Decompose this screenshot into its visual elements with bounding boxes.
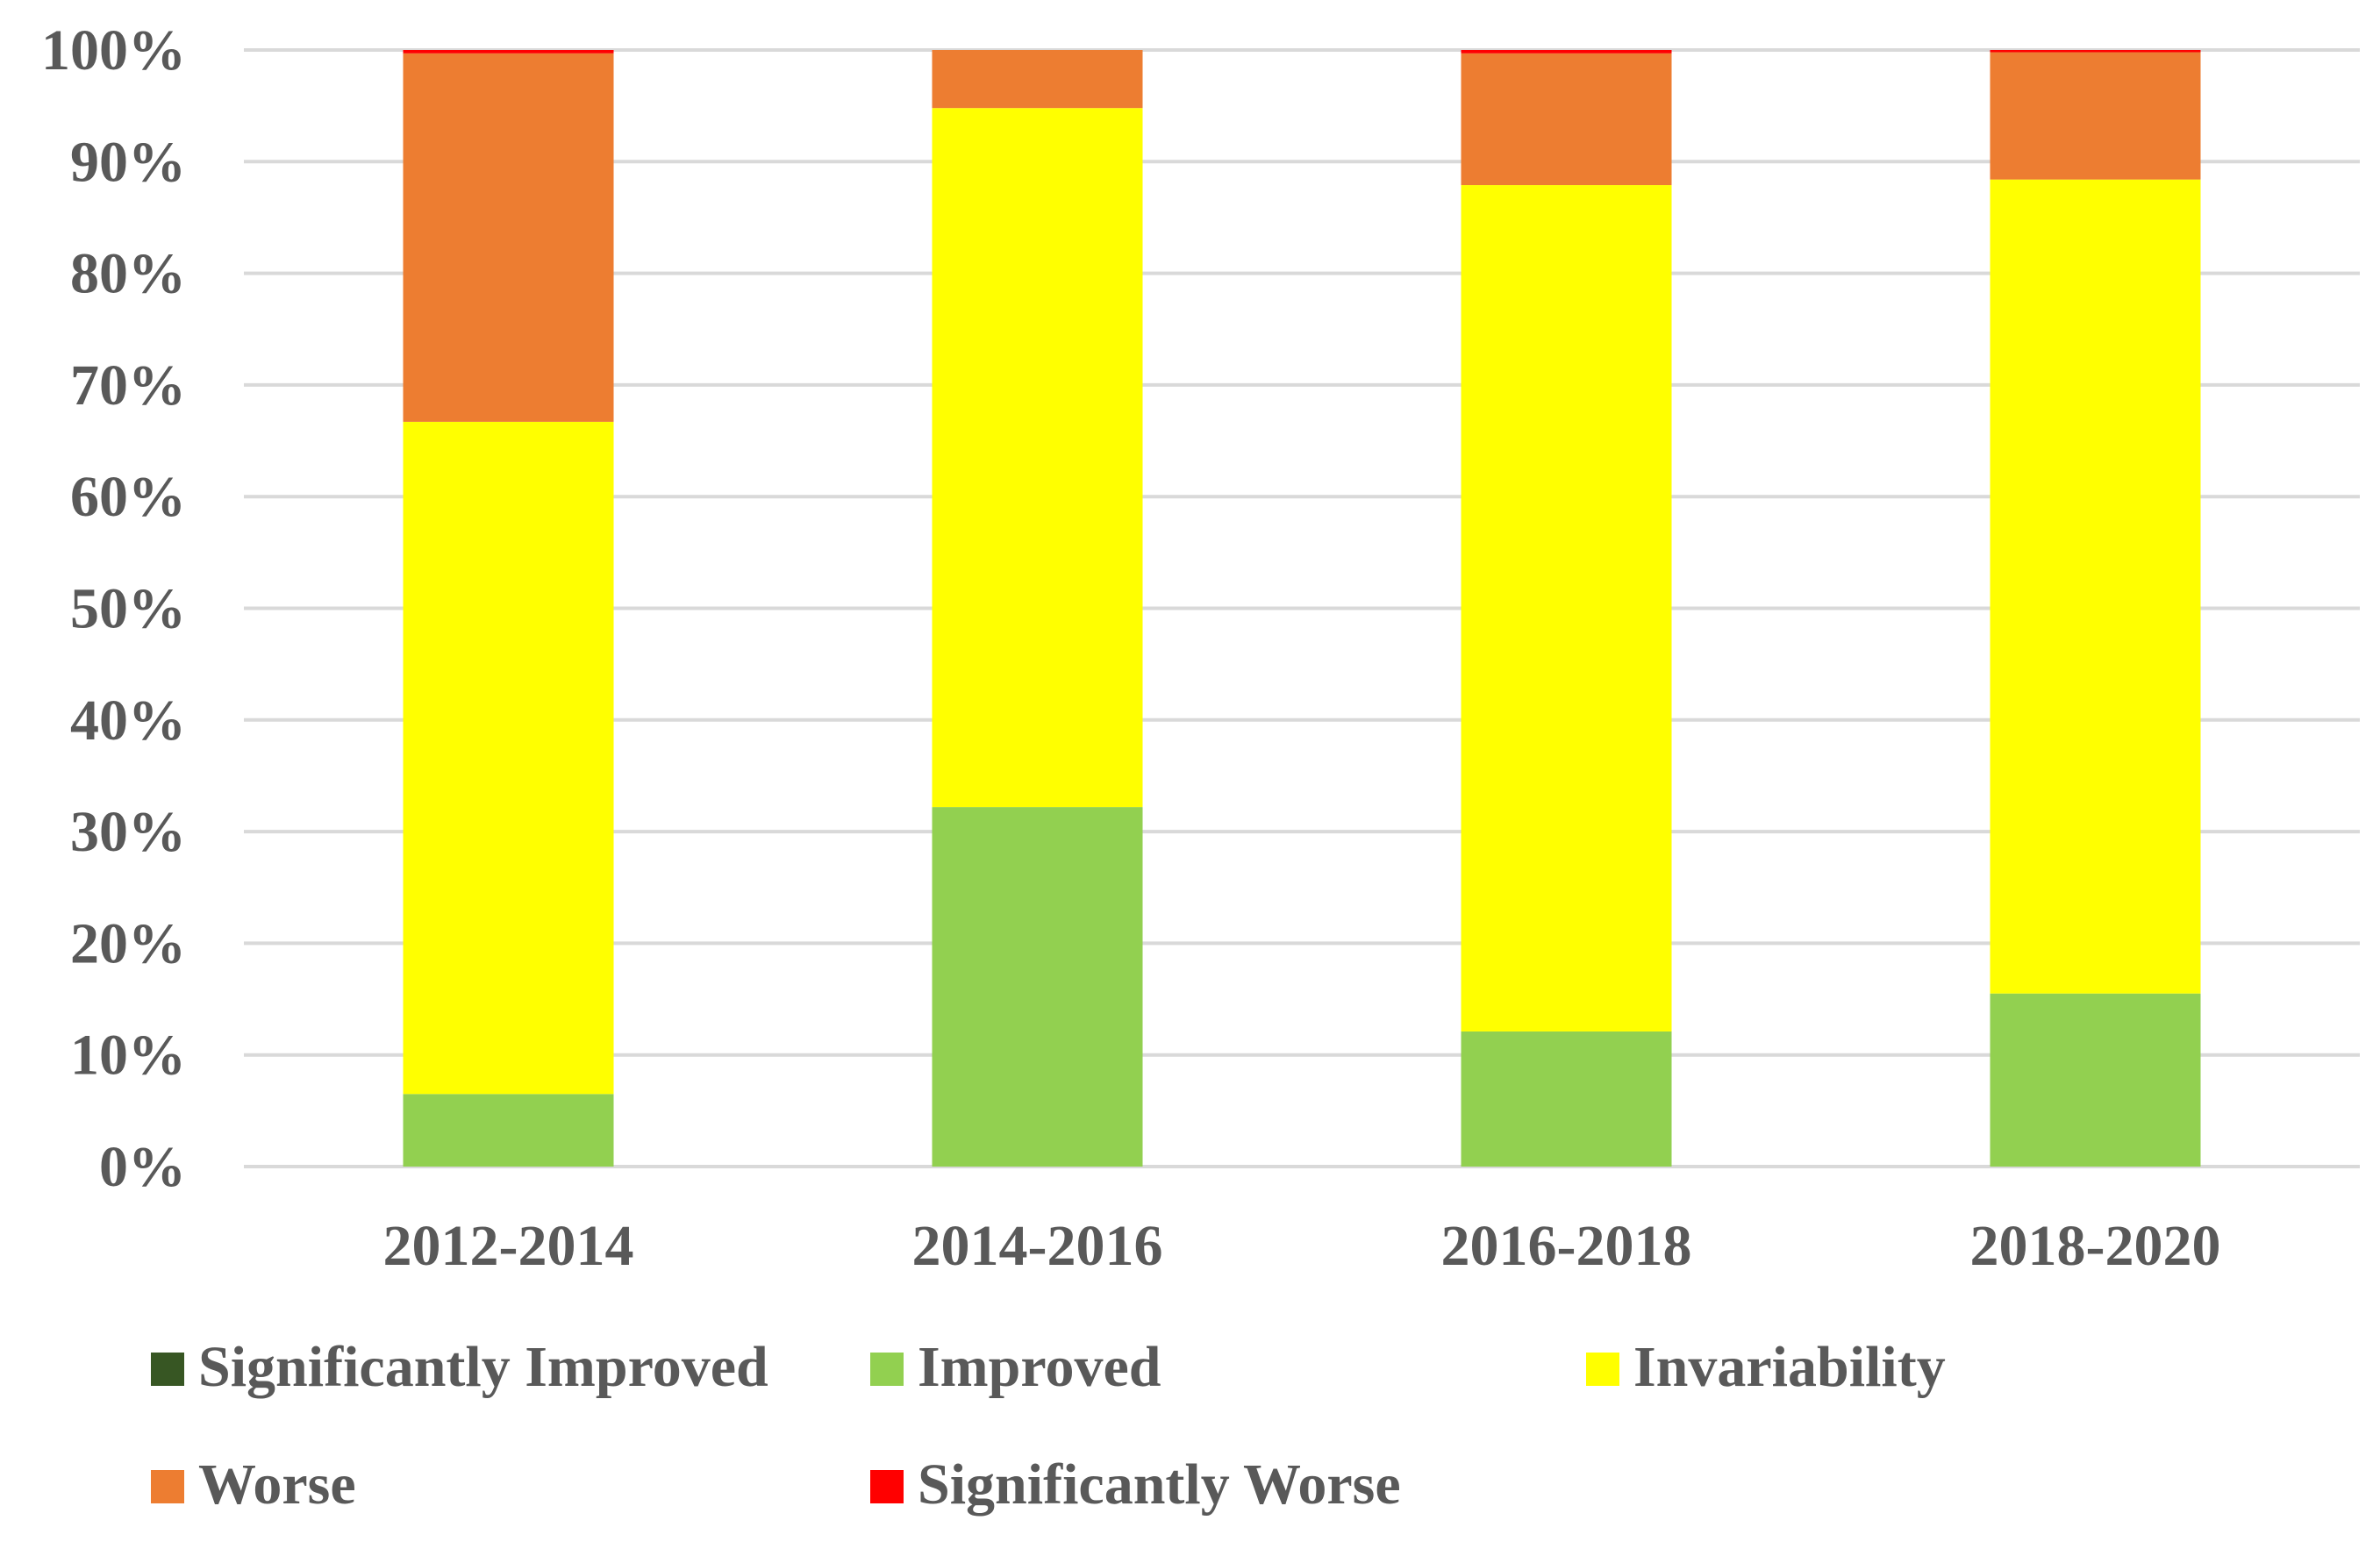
- legend-item-improved: Improved: [870, 1335, 1161, 1399]
- y-tick-label: 40%: [70, 689, 186, 753]
- legend-swatch: [870, 1470, 904, 1503]
- x-tick-label: 2014-2016: [912, 1214, 1163, 1278]
- y-tick-label: 30%: [70, 800, 186, 864]
- bar-segment-invariability: [1990, 179, 2201, 994]
- bar-segment-invariability: [403, 421, 614, 1095]
- legend-item-invariability: Invariability: [1586, 1335, 1946, 1399]
- legend-label: Worse: [198, 1453, 356, 1517]
- bar-segment-worse: [1461, 53, 1672, 186]
- bar-segment-worse: [1990, 52, 2201, 180]
- bar-segment-worse: [403, 53, 614, 422]
- legend-label: Improved: [918, 1335, 1161, 1399]
- legend-swatch: [151, 1470, 184, 1503]
- y-tick-label: 100%: [41, 18, 186, 82]
- bar-segment-improved: [1461, 1031, 1672, 1167]
- bar-segment-improved: [1990, 993, 2201, 1167]
- y-tick-label: 0%: [99, 1135, 186, 1199]
- legend-label: Significantly Improved: [198, 1335, 768, 1399]
- y-tick-label: 20%: [70, 911, 186, 975]
- x-tick-label: 2016-2018: [1441, 1214, 1692, 1278]
- bar-segment-worse: [932, 50, 1143, 109]
- bar-segment-improved: [403, 1094, 614, 1167]
- bar-segment-significantly-worse: [1990, 50, 2201, 53]
- bar-segment-improved: [932, 807, 1143, 1167]
- legend-swatch: [1586, 1353, 1619, 1386]
- bar-segment-significantly-worse: [403, 50, 614, 54]
- y-tick-label: 60%: [70, 465, 186, 529]
- x-tick-label: 2012-2014: [383, 1214, 634, 1278]
- legend-label: Invariability: [1633, 1335, 1946, 1399]
- y-axis-ticks: 0% 10% 20% 30% 40% 50% 60% 70% 80% 90% 100%: [41, 18, 186, 1199]
- bar-segment-invariability: [1461, 185, 1672, 1031]
- legend-item-worse: Worse: [151, 1453, 356, 1517]
- bar-segment-invariability: [932, 108, 1143, 808]
- y-tick-label: 90%: [70, 130, 186, 194]
- legend-swatch: [151, 1353, 184, 1386]
- legend-item-significantly-worse: Significantly Worse: [870, 1453, 1401, 1517]
- y-tick-label: 70%: [70, 353, 186, 418]
- legend-item-significantly-improved: Significantly Improved: [151, 1335, 768, 1399]
- legend-swatch: [870, 1353, 904, 1386]
- legend: Significantly Improved Improved Invariabil…: [151, 1335, 1946, 1517]
- x-axis-ticks: 2012-2014 2014-2016 2016-2018 2018-2020: [383, 1214, 2221, 1278]
- y-tick-label: 50%: [70, 577, 186, 641]
- bar-segment-significantly-worse: [1461, 50, 1672, 54]
- y-tick-label: 10%: [70, 1024, 186, 1088]
- bars: [403, 50, 2201, 1167]
- y-tick-label: 80%: [70, 242, 186, 306]
- legend-label: Significantly Worse: [918, 1453, 1401, 1517]
- x-tick-label: 2018-2020: [1970, 1214, 2221, 1278]
